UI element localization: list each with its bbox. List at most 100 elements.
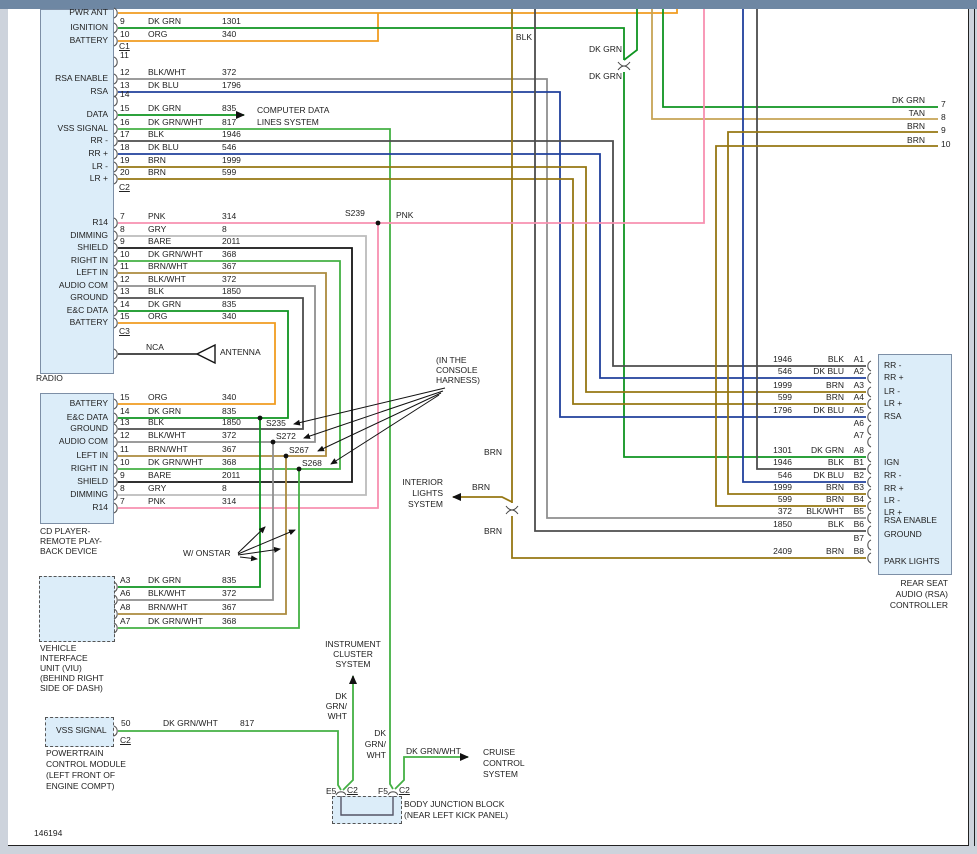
pin-bracket-icon — [113, 242, 118, 254]
system-interior-lights: LIGHTS — [412, 488, 443, 498]
pcm-label: CONTROL MODULE — [46, 759, 126, 769]
antenna-icon — [195, 343, 216, 365]
rsa-controller-box — [878, 354, 952, 575]
pin-row: 13 BLK 1850 — [120, 286, 241, 296]
splice-label-s267: S267 — [289, 445, 309, 455]
pin-row: 9 DK GRN 1301 — [120, 16, 241, 26]
pin-bracket-icon — [113, 305, 118, 317]
connector-label-c3: C3 — [119, 326, 130, 336]
wire-blkwht-372-b5 — [118, 78, 866, 519]
rsa-pin-row: 1850 BLK B6 — [773, 519, 864, 529]
wire-label-dkgrn: DK GRN — [588, 44, 622, 54]
pin-row: 10 DK GRN/WHT 368 — [120, 457, 237, 467]
splice-dot-s272 — [270, 439, 276, 445]
pin-bracket-icon — [113, 7, 118, 19]
rsa-label: AUDIO (RSA) — [895, 589, 948, 599]
wire-bare-2011 — [118, 247, 353, 483]
cd-pin-label: R14 — [92, 502, 108, 512]
pin-bracket-icon — [113, 398, 118, 410]
wire-brn-599-a4 — [118, 178, 866, 405]
pin-bracket-icon — [113, 348, 118, 360]
wire-dkgrn-835 — [118, 310, 289, 419]
radio-pin-label: DATA — [86, 109, 108, 119]
cd-pin-label: DIMMING — [70, 489, 108, 499]
pin-bracket-icon — [113, 73, 118, 85]
radio-box — [40, 9, 114, 374]
rsa-pin-row: 546 DK BLU A2 — [777, 366, 864, 376]
inline-connector-icon — [617, 65, 631, 71]
radio-pin-label: E&C DATA — [66, 305, 108, 315]
pin-bracket-icon — [867, 386, 872, 398]
radio-pin-label: AUDIO COM — [58, 280, 108, 290]
junction-conn: C2 — [347, 785, 358, 795]
viu-label: (BEHIND RIGHT — [40, 673, 104, 683]
pin-bracket-icon — [867, 372, 872, 384]
cd-pin-label: SHIELD — [77, 476, 108, 486]
pin-bracket-icon — [113, 622, 118, 634]
pin-row: 8 GRY 8 — [120, 224, 227, 234]
pin-row: 14 — [120, 89, 130, 99]
radio-pin-label: VSS SIGNAL — [57, 123, 108, 133]
wire-label-dkgrnwht: DK GRN/WHT — [406, 746, 461, 756]
wire-dkblu-1796-a5 — [118, 91, 866, 418]
rsa-pin-label: LR - — [884, 386, 901, 396]
edge-pin-number: 9 — [941, 125, 946, 135]
pin-bracket-icon — [113, 109, 118, 121]
rsa-pin-label: RSA — [884, 411, 902, 421]
splice-label-s272: S272 — [276, 431, 296, 441]
pin-bracket-icon — [113, 412, 118, 424]
wire-dkgrn-1301-b — [623, 72, 866, 458]
inline-connector-icon — [505, 509, 519, 515]
pin-row: A6 BLK/WHT 372 — [120, 588, 237, 598]
system-instrument-cluster: INSTRUMENT — [325, 639, 381, 649]
console-arrow — [293, 387, 446, 426]
pin-bracket-icon — [113, 267, 118, 279]
edge-pin-number: 7 — [941, 99, 946, 109]
connector-label-c1: C1 — [119, 41, 130, 51]
rsa-pin-label: RSA ENABLE — [884, 515, 937, 525]
pin-bracket-icon — [867, 552, 872, 564]
wire-label-dkgrnwht: DK — [335, 691, 347, 701]
rsa-pin-row: B7 — [853, 533, 864, 543]
pin-row: 9 BARE 2011 — [120, 236, 241, 246]
wire-blkwht-372-viu — [118, 442, 274, 601]
pin-row: 10 DK GRN/WHT 368 — [120, 249, 237, 259]
pin-bracket-icon — [113, 725, 118, 737]
pin-bracket-icon — [867, 525, 872, 537]
rsa-pin-row: 372 BLK/WHT B5 — [777, 506, 864, 516]
rsa-pin-row: 1796 DK BLU A5 — [773, 405, 864, 415]
rsa-pin-row: 1999 BRN B3 — [773, 482, 864, 492]
radio-pin-label: PWR ANT — [69, 7, 108, 17]
console-arrow — [303, 390, 444, 439]
pin-bracket-icon — [113, 292, 118, 304]
edge-wire-color: TAN — [908, 108, 925, 118]
wire-label-dkgrnwht: DK — [374, 728, 386, 738]
radio-pin-label: IGNITION — [70, 22, 108, 32]
wire-brnwht-367 — [118, 272, 327, 457]
pin-row: A3 DK GRN 835 — [120, 575, 237, 585]
junction-pin-e5: E5 — [326, 786, 337, 796]
pin-bracket-icon — [113, 489, 118, 501]
rsa-pin-label: GROUND — [884, 529, 922, 539]
page-edge-line — [974, 9, 975, 846]
pcm-label: ENGINE COMPT) — [46, 781, 115, 791]
cd-label: BACK DEVICE — [40, 546, 98, 556]
cd-pin-label: E&C DATA — [66, 412, 108, 422]
pin-bracket-icon — [113, 476, 118, 488]
rsa-pin-row: 2409 BRN B8 — [773, 546, 864, 556]
wire-blk-1850 — [118, 297, 304, 430]
radio-pin-label: SHIELD — [77, 242, 108, 252]
pin-row: 14 DK GRN 835 — [120, 299, 237, 309]
pin-bracket-icon — [113, 161, 118, 173]
nca-label: NCA — [146, 342, 164, 352]
antenna-label: ANTENNA — [220, 347, 261, 357]
pin-row: 15 ORG 340 — [120, 311, 237, 321]
pin-brackets — [113, 7, 872, 796]
pin-bracket-icon — [113, 173, 118, 185]
pin-bracket-icon — [113, 581, 118, 593]
wire-label-blk: BLK — [515, 32, 532, 42]
pcm-label: (LEFT FRONT OF — [46, 770, 116, 780]
console-note: HARNESS) — [436, 375, 480, 385]
pin-bracket-icon — [113, 35, 118, 47]
